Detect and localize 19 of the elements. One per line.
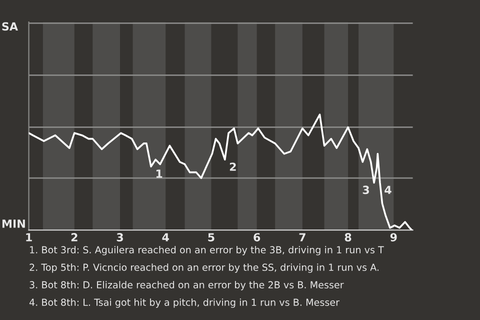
x-tick-label: 6 — [254, 233, 260, 242]
x-tick-label: 3 — [116, 233, 123, 242]
annotation: 2 — [230, 162, 236, 171]
text: SA — [2, 22, 18, 31]
text: MIN — [2, 220, 25, 228]
x-tick-label: 5 — [208, 233, 214, 242]
x-tick-label: 9 — [390, 233, 397, 242]
x-tick-label: 8 — [344, 233, 352, 242]
x-tick-label: 7 — [299, 233, 306, 242]
text: 3. Bot 8th: D. Elizalde reached on an error by the 2B vs B. Messer — [30, 281, 344, 290]
annotation: 3 — [362, 186, 369, 194]
x-tick-label: 2 — [71, 233, 78, 242]
x-tick-label: 1 — [26, 233, 32, 242]
text: 2. Top 5th: P. Vicncio reached on an error by the SS, driving in 1 run vs A. — [30, 264, 378, 273]
annotation: 1 — [156, 170, 162, 178]
annotation: 4 — [384, 186, 392, 194]
text: 1. Bot 3rd: S. Aguilera reached on an error by the 3B, driving in 1 run vs T — [30, 246, 384, 256]
x-tick-label: 4 — [162, 233, 169, 242]
text: 4. Bot 8th: L. Tsai got hit by a pitch, driving in 1 run vs B. Messer — [29, 298, 340, 308]
